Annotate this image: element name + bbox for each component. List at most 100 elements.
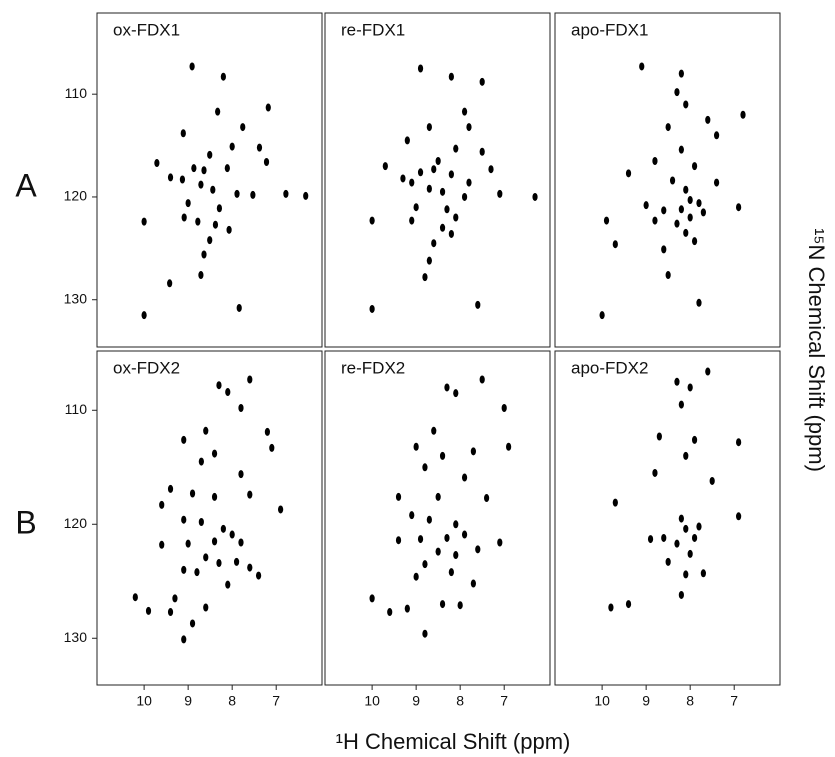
panel-title: ox-FDX1 (113, 20, 180, 39)
peak (189, 489, 196, 498)
peak (674, 539, 680, 548)
peak (263, 158, 270, 167)
peak (683, 228, 689, 237)
peak (713, 131, 720, 140)
panel-frame (554, 350, 781, 686)
peak (250, 190, 256, 199)
peak (404, 136, 410, 145)
x-tick-label: 7 (272, 693, 280, 709)
peak (189, 619, 196, 628)
peak (612, 240, 618, 249)
peak (678, 145, 684, 154)
peak (470, 579, 476, 588)
peak (652, 156, 658, 165)
peak (167, 484, 174, 493)
peak (256, 143, 263, 152)
peak (181, 435, 187, 444)
peak (687, 196, 693, 205)
panel: re-FDX2 10 9 8 7 (324, 350, 551, 709)
x-tick-label: 9 (412, 693, 420, 709)
peak (413, 203, 419, 212)
x-tick-label: 10 (136, 693, 152, 709)
peak (201, 250, 207, 259)
peak (736, 203, 742, 212)
peak (652, 216, 658, 225)
peak (453, 389, 459, 398)
x-tick-label: 7 (500, 693, 508, 709)
peak (426, 256, 432, 265)
peak (691, 162, 698, 171)
peak (439, 187, 446, 196)
peak (220, 72, 226, 81)
peak (216, 381, 222, 390)
peak (665, 271, 671, 280)
peak (497, 189, 503, 198)
peak (466, 123, 472, 132)
peak (453, 144, 459, 153)
peak (203, 426, 209, 435)
peak (674, 219, 680, 228)
peak (198, 457, 204, 466)
peak (639, 62, 645, 71)
x-tick-label: 8 (456, 693, 464, 709)
peak (439, 600, 446, 609)
peak (422, 273, 428, 282)
peak (400, 174, 406, 183)
peak (678, 590, 684, 599)
peak (238, 470, 244, 479)
peak (417, 168, 424, 177)
peak (203, 603, 209, 612)
peak (236, 303, 242, 312)
peak (700, 569, 706, 578)
panel-frame (324, 350, 551, 686)
peak (426, 515, 432, 524)
peak (210, 185, 216, 194)
peak (656, 432, 662, 441)
panel-frame (324, 12, 551, 348)
peak (501, 403, 507, 412)
peak (426, 123, 432, 132)
peak (475, 300, 481, 309)
peak (669, 176, 676, 185)
peak (696, 298, 702, 307)
peak (191, 164, 197, 173)
peak (687, 383, 693, 392)
peak (643, 201, 649, 210)
peak (181, 515, 187, 524)
peak (167, 279, 173, 288)
peak (453, 213, 459, 222)
peak (705, 115, 711, 124)
panel-title: apo-FDX1 (571, 20, 648, 39)
peak (683, 185, 689, 194)
peak (457, 601, 463, 610)
peak (185, 199, 191, 208)
peak (713, 178, 720, 187)
peak (216, 559, 222, 568)
peak (369, 216, 375, 225)
peak (678, 514, 684, 523)
peak (181, 635, 187, 644)
peak (409, 216, 415, 225)
peak (211, 537, 218, 546)
peak (167, 608, 174, 617)
peak (497, 538, 503, 547)
peak (198, 271, 204, 280)
peak (369, 594, 375, 603)
peak (665, 123, 671, 132)
peak (444, 533, 450, 542)
peak (395, 536, 402, 545)
peak (207, 150, 213, 159)
peak (700, 208, 706, 217)
peak (435, 547, 441, 556)
peak (453, 520, 459, 529)
peak (194, 568, 200, 577)
peak (696, 522, 702, 531)
peak (696, 199, 702, 208)
peak (255, 571, 262, 580)
x-tick-label: 8 (228, 693, 236, 709)
peak (709, 476, 715, 485)
peak (225, 388, 231, 397)
peak (233, 557, 240, 566)
peak (422, 629, 428, 638)
peak (422, 560, 428, 569)
